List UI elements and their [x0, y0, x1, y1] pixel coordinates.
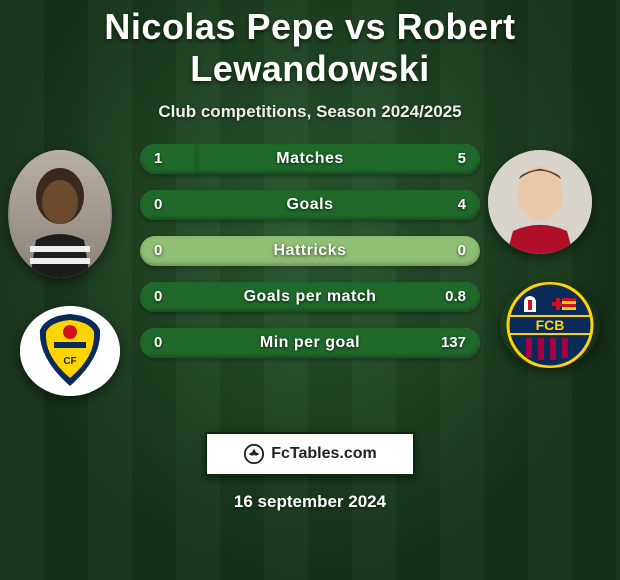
comparison-arena: CF FCB Matches15Goa	[0, 150, 620, 410]
stat-row: Hattricks0 0	[140, 236, 480, 266]
svg-text:FCB: FCB	[536, 317, 565, 333]
player-right-portrait	[488, 150, 592, 254]
stat-value-right: 5	[458, 144, 466, 174]
stat-row: Goals0 4	[140, 190, 480, 220]
stat-value-left: 1	[154, 144, 162, 174]
stat-value-right: 4	[458, 190, 466, 220]
player-left-crest: CF	[20, 306, 120, 396]
stat-value-right: 0.8	[445, 282, 466, 312]
stat-value-right: 137	[441, 328, 466, 358]
player-right-crest: FCB	[500, 282, 600, 368]
stat-value-left: 0	[154, 282, 162, 312]
date-label: 16 september 2024	[0, 492, 620, 512]
stat-row: Min per goal0 137	[140, 328, 480, 358]
stat-row: Goals per match0 0.8	[140, 282, 480, 312]
stat-label: Matches	[140, 144, 480, 174]
brand-box: FcTables.com	[205, 432, 415, 476]
brand-icon	[243, 443, 265, 465]
stat-value-left: 0	[154, 236, 162, 266]
stat-label: Goals per match	[140, 282, 480, 312]
stat-value-right: 0	[458, 236, 466, 266]
stat-value-left: 0	[154, 190, 162, 220]
player-left-portrait	[8, 150, 112, 278]
stats-container: Matches15Goals04Hattricks00Goals per mat…	[140, 144, 480, 374]
svg-text:CF: CF	[63, 356, 76, 367]
subtitle: Club competitions, Season 2024/2025	[0, 102, 620, 122]
stat-row: Matches1 5	[140, 144, 480, 174]
brand-label: FcTables.com	[271, 445, 377, 463]
stat-label: Hattricks	[140, 236, 480, 266]
stat-label: Goals	[140, 190, 480, 220]
stat-value-left: 0	[154, 328, 162, 358]
page-title: Nicolas Pepe vs Robert Lewandowski	[0, 0, 620, 90]
stat-label: Min per goal	[140, 328, 480, 358]
